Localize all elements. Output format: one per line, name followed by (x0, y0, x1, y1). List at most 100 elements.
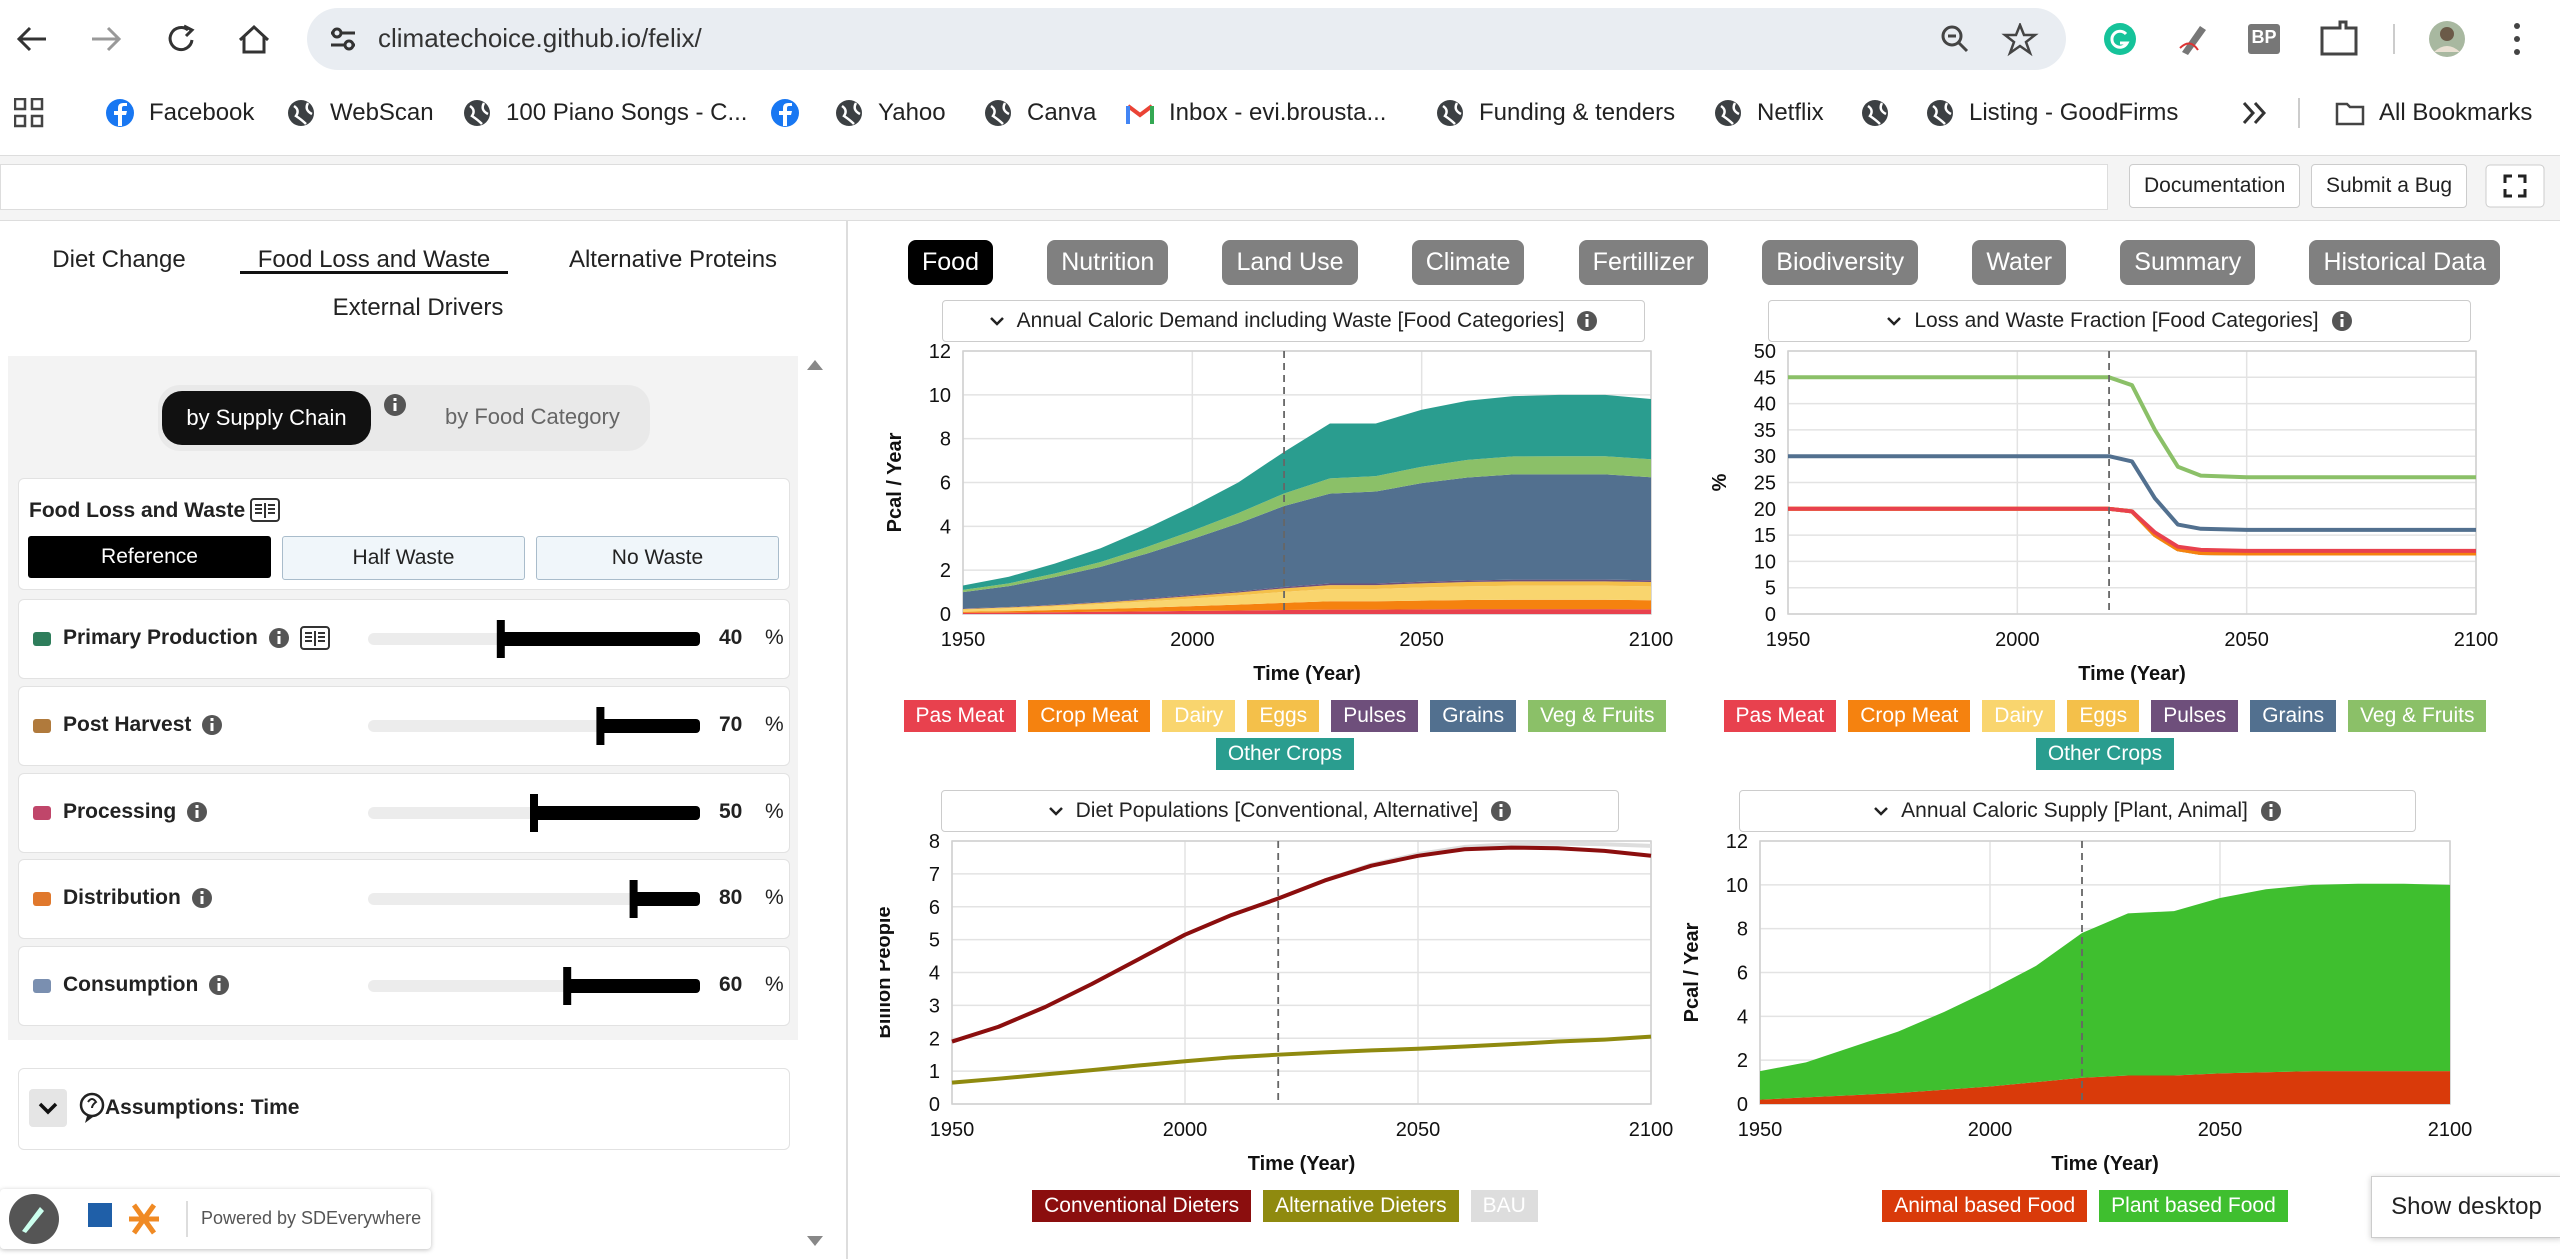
info-icon[interactable] (2331, 310, 2353, 332)
legend-item[interactable]: Grains (1430, 700, 1517, 732)
tab[interactable]: Land Use (1222, 240, 1358, 285)
nav-tab[interactable]: External Drivers (332, 294, 504, 321)
tab[interactable]: Historical Data (2309, 240, 2500, 285)
slider[interactable] (364, 701, 704, 751)
chart-title-box: Diet Populations [Conventional, Alternat… (941, 790, 1619, 832)
bookmark[interactable] (1860, 96, 1890, 130)
legend-item[interactable]: Eggs (2067, 700, 2140, 732)
area (963, 579, 1651, 609)
bookmark[interactable]: Listing - GoodFirms (1925, 96, 2178, 130)
tab[interactable]: Summary (2120, 240, 2256, 285)
scenario-button[interactable]: Half Waste (282, 536, 525, 580)
legend-item[interactable]: Grains (2250, 700, 2337, 732)
documentation-button[interactable]: Documentation (2129, 164, 2301, 208)
tab[interactable]: Fertillizer (1578, 240, 1709, 285)
legend-item[interactable]: Pas Meat (1723, 700, 1837, 732)
scenario-button-active[interactable]: Reference (28, 536, 271, 578)
nav-tab[interactable]: Diet Change (52, 246, 186, 273)
nav-tab-active[interactable]: Food Loss and Waste (257, 246, 491, 273)
legend-item[interactable]: Conventional Dieters (1032, 1190, 1252, 1222)
toggle-option[interactable]: by Food Category (445, 404, 620, 429)
y-tick-label: 50 (1754, 341, 1776, 363)
legend-item[interactable]: Plant based Food (2099, 1190, 2288, 1222)
slider-fill (567, 979, 700, 994)
slider[interactable] (364, 874, 704, 924)
legend-item[interactable]: Pulses (1331, 700, 1419, 732)
all-bookmarks[interactable]: All Bookmarks (2335, 96, 2532, 130)
fullscreen-button[interactable] (2485, 164, 2545, 208)
slider[interactable] (364, 961, 704, 1011)
apps-icon[interactable] (14, 98, 44, 128)
legend-item[interactable]: Dairy (1982, 700, 2056, 732)
bookmark[interactable]: Netflix (1713, 96, 1824, 130)
tab[interactable]: Biodiversity (1762, 240, 1919, 285)
legend: Conventional Dieters Alternative Dieters B… (880, 1190, 1690, 1222)
info-icon[interactable] (201, 714, 223, 736)
legend-item[interactable]: Veg & Fruits (2348, 700, 2487, 732)
legend-item[interactable]: Dairy (1162, 700, 1236, 732)
info-glyph (217, 983, 221, 992)
tab[interactable]: Nutrition (1047, 240, 1169, 285)
legend-item[interactable]: Eggs (1247, 700, 1320, 732)
legend-item[interactable]: Pulses (2151, 700, 2239, 732)
legend-item[interactable]: Crop Meat (1848, 700, 1971, 732)
legend-item[interactable]: Pas Meat (903, 700, 1017, 732)
bookmark[interactable]: 100 Piano Songs - C... (462, 96, 747, 130)
chevron-shape (989, 317, 1004, 326)
more-bookmarks[interactable] (2240, 100, 2270, 126)
bookmark[interactable]: WebScan (286, 96, 434, 130)
slider-label: Distribution (63, 886, 213, 910)
y-tick-label: 15 (1754, 525, 1776, 547)
book-icon[interactable] (250, 498, 280, 522)
tab[interactable]: Water (1972, 240, 2067, 285)
extension-icons[interactable] (2100, 18, 2550, 62)
assumptions-card[interactable]: Assumptions: Time (18, 1068, 790, 1150)
y-tick-label: 10 (929, 385, 951, 407)
legend-item[interactable]: Alternative Dieters (1263, 1190, 1459, 1222)
scrollbar[interactable] (800, 352, 830, 1252)
legend-item[interactable]: Animal based Food (1882, 1190, 2088, 1222)
legend-item[interactable]: Veg & Fruits (1528, 700, 1667, 732)
nav-tab[interactable]: Alternative Proteins (568, 246, 778, 273)
scenario-button[interactable]: No Waste (536, 536, 779, 580)
legend-item[interactable]: Crop Meat (1028, 700, 1151, 732)
chevron[interactable] (1873, 805, 1889, 817)
info-icon[interactable] (383, 393, 407, 417)
legend-item[interactable]: BAU (1470, 1190, 1538, 1222)
browser-nav-buttons[interactable] (14, 18, 284, 60)
slider-handle (596, 706, 605, 745)
info-icon[interactable] (191, 887, 213, 909)
bookmark[interactable] (770, 96, 800, 130)
toggle-option-active[interactable]: by Supply Chain (162, 391, 371, 445)
chevron[interactable] (1886, 315, 1902, 327)
info-icon[interactable] (1576, 310, 1598, 332)
bookmark[interactable]: Inbox - evi.brousta... (1125, 96, 1386, 130)
tab-active[interactable]: Food (908, 240, 993, 285)
legend-item[interactable]: Other Crops (1215, 738, 1355, 770)
bookmark[interactable]: Yahoo (834, 96, 946, 130)
url-bar-icons[interactable] (1939, 23, 2049, 57)
info-icon[interactable] (186, 801, 208, 823)
chevron-button[interactable] (29, 1089, 67, 1127)
info-icon[interactable] (1490, 800, 1512, 822)
chevron[interactable] (1048, 805, 1064, 817)
tab[interactable]: Climate (1411, 240, 1525, 285)
slider[interactable] (364, 788, 704, 838)
bookmark[interactable]: Facebook (105, 96, 254, 130)
y-tick-label: 8 (1737, 919, 1748, 941)
url-bar[interactable]: climatechoice.github.io/felix/ (307, 8, 2066, 70)
info-icon[interactable] (208, 974, 230, 996)
info-glyph (200, 891, 204, 895)
nav-underline (240, 271, 508, 274)
legend-item[interactable]: Other Crops (2035, 738, 2175, 770)
info-icon[interactable] (268, 627, 290, 649)
bookmark[interactable]: Funding & tenders (1435, 96, 1675, 130)
bookmark[interactable]: Canva (983, 96, 1096, 130)
chevron[interactable] (989, 315, 1005, 327)
x-tick-label: 2100 (1629, 1119, 1674, 1141)
submit-bug-button[interactable]: Submit a Bug (2311, 164, 2468, 208)
bookmark-label: WebScan (330, 99, 434, 126)
info-icon[interactable] (2260, 800, 2282, 822)
y-tick-label: 2 (929, 1028, 940, 1050)
slider[interactable] (364, 614, 704, 664)
